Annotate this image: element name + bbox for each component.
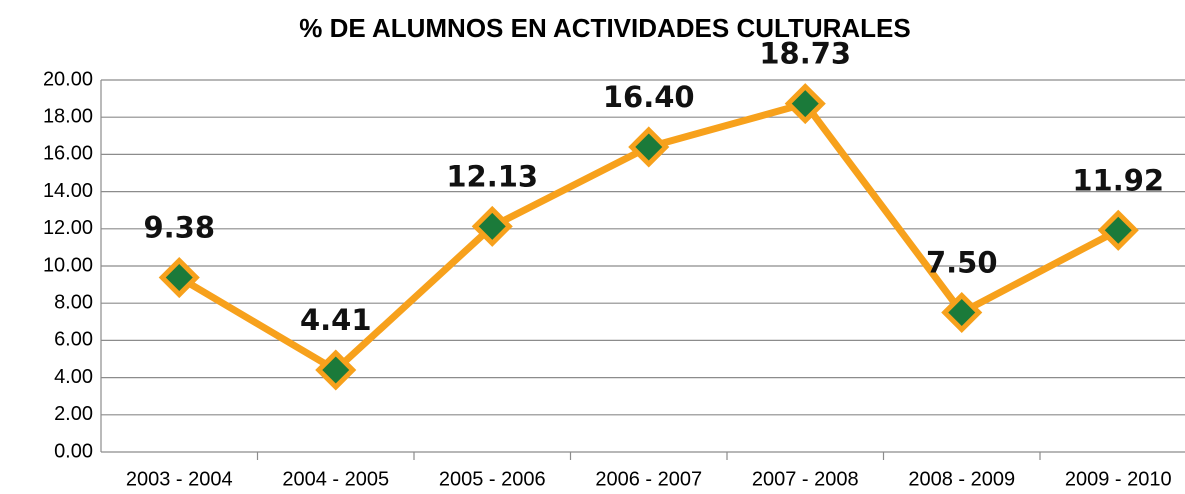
x-tick-label: 2006 - 2007 bbox=[595, 468, 702, 490]
data-label: 4.41 bbox=[300, 303, 372, 337]
y-tick-label: 18.00 bbox=[43, 105, 93, 127]
data-label: 18.73 bbox=[759, 37, 851, 71]
marker bbox=[471, 205, 513, 247]
data-label: 16.40 bbox=[603, 80, 695, 114]
x-tick-label: 2005 - 2006 bbox=[439, 468, 546, 490]
marker bbox=[1097, 209, 1139, 251]
y-tick-label: 8.00 bbox=[54, 291, 93, 313]
data-label: 9.38 bbox=[143, 211, 215, 245]
marker bbox=[628, 126, 670, 168]
y-tick-label: 10.00 bbox=[43, 254, 93, 276]
y-tick-label: 4.00 bbox=[54, 366, 93, 388]
x-tick-label: 2003 - 2004 bbox=[126, 468, 233, 490]
y-tick-label: 14.00 bbox=[43, 180, 93, 202]
data-label: 12.13 bbox=[446, 159, 538, 193]
y-tick-label: 2.00 bbox=[54, 403, 93, 425]
y-tick-label: 20.00 bbox=[43, 68, 93, 90]
data-label: 7.50 bbox=[926, 246, 998, 280]
x-tick-label: 2009 - 2010 bbox=[1065, 468, 1172, 490]
x-tick-label: 2008 - 2009 bbox=[908, 468, 1015, 490]
marker bbox=[941, 291, 983, 334]
y-tick-label: 6.00 bbox=[54, 329, 93, 351]
marker bbox=[158, 256, 200, 299]
y-tick-label: 12.00 bbox=[43, 217, 93, 239]
data-label: 11.92 bbox=[1072, 163, 1164, 197]
chart-title: % DE ALUMNOS EN ACTIVIDADES CULTURALES bbox=[299, 13, 911, 43]
y-tick-label: 16.00 bbox=[43, 143, 93, 165]
marker bbox=[784, 83, 826, 125]
y-tick-label: 0.00 bbox=[54, 440, 93, 462]
marker bbox=[315, 349, 357, 391]
x-tick-label: 2007 - 2008 bbox=[752, 468, 859, 490]
x-tick-label: 2004 - 2005 bbox=[282, 468, 389, 490]
